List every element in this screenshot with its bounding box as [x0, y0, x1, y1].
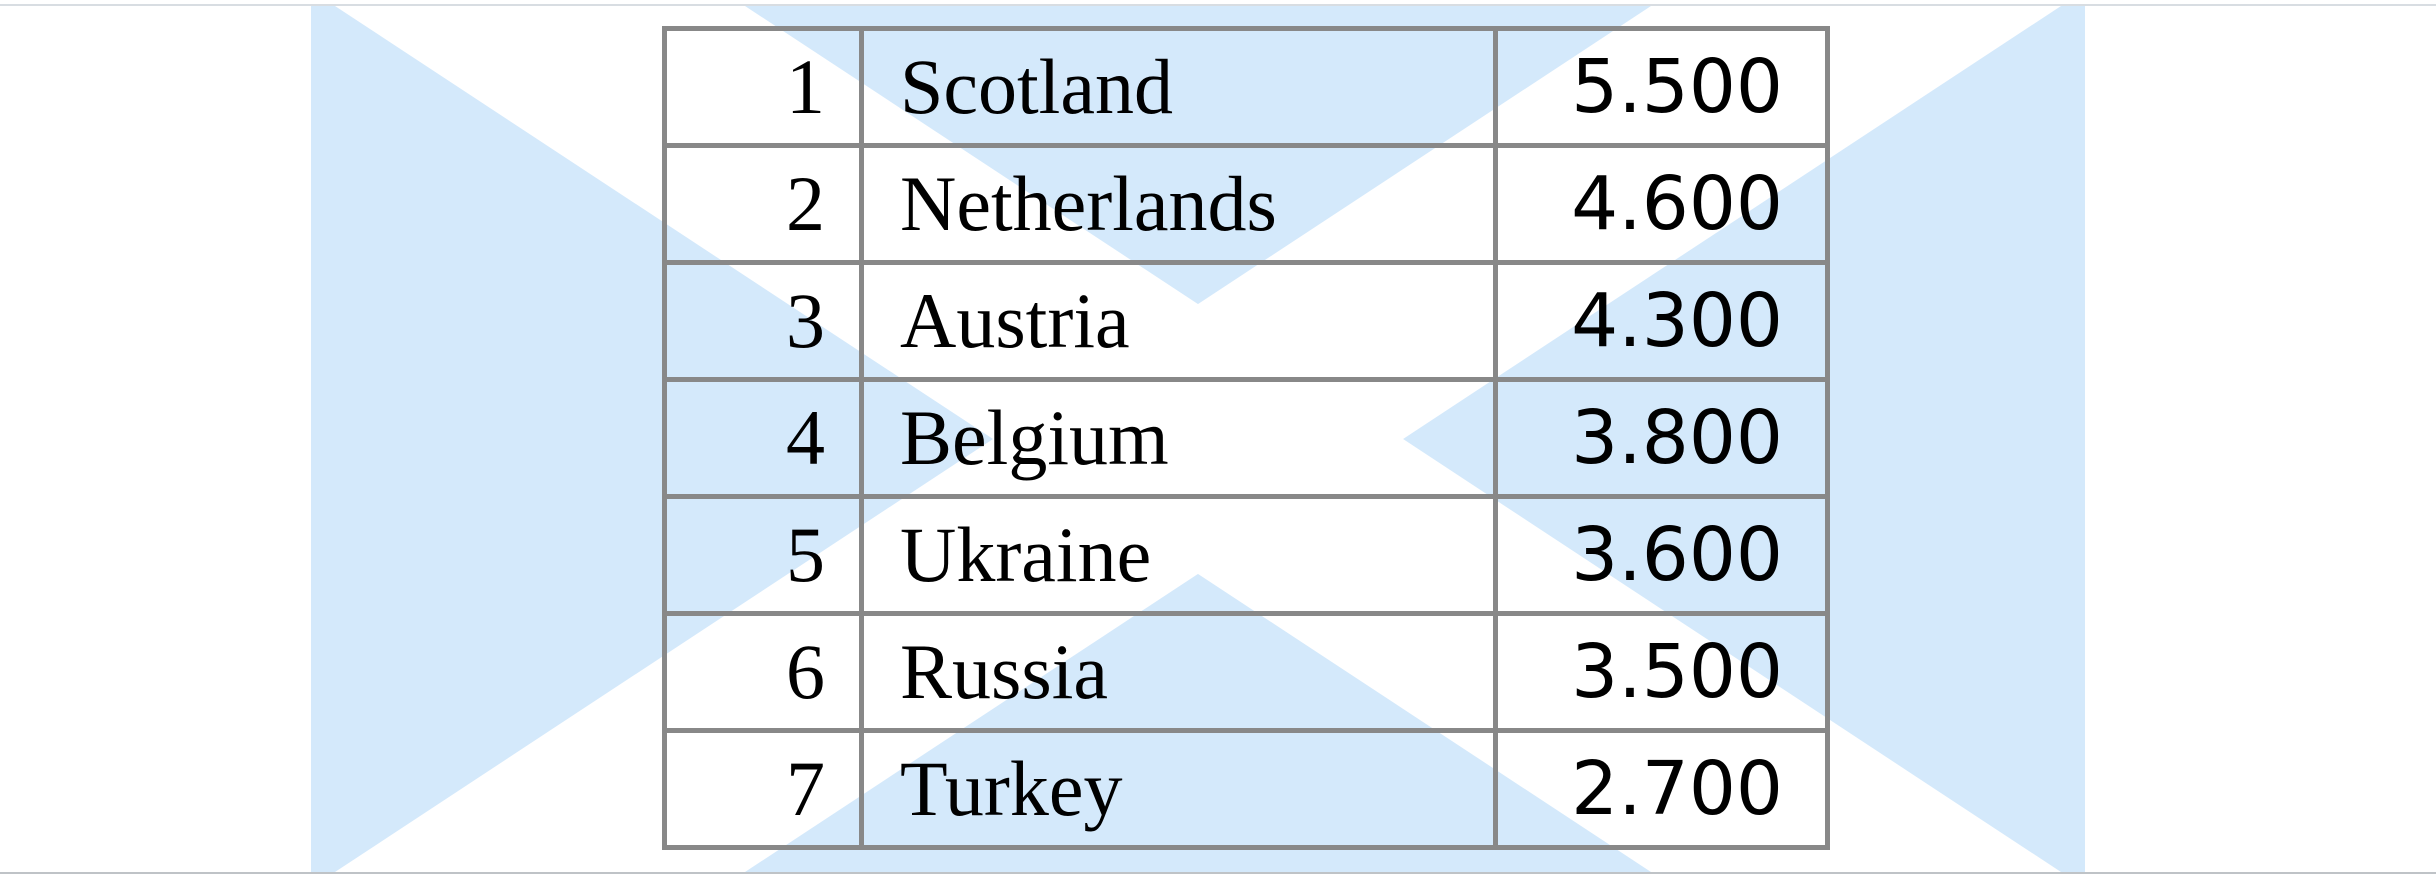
rank-cell: 7 [662, 728, 864, 850]
country-cell: Netherlands [859, 143, 1498, 265]
rank-cell: 3 [662, 260, 864, 382]
table-row: 5 Ukraine 3.600 [662, 494, 1830, 616]
rank-cell: 4 [662, 377, 864, 499]
table-row: 2 Netherlands 4.600 [662, 143, 1830, 265]
country-cell: Russia [859, 611, 1498, 733]
country-cell: Austria [859, 260, 1498, 382]
country-cell: Ukraine [859, 494, 1498, 616]
table-row: 4 Belgium 3.800 [662, 377, 1830, 499]
top-divider [0, 4, 2436, 6]
table-row: 3 Austria 4.300 [662, 260, 1830, 382]
rank-cell: 1 [662, 26, 864, 148]
table-row: 7 Turkey 2.700 [662, 728, 1830, 850]
country-cell: Scotland [859, 26, 1498, 148]
bottom-divider [0, 872, 2436, 874]
value-cell: 4.300 [1493, 260, 1830, 382]
rank-cell: 2 [662, 143, 864, 265]
table-row: 1 Scotland 5.500 [662, 26, 1830, 148]
rank-cell: 5 [662, 494, 864, 616]
table-row: 6 Russia 3.500 [662, 611, 1830, 733]
value-cell: 4.600 [1493, 143, 1830, 265]
value-cell: 3.600 [1493, 494, 1830, 616]
value-cell: 5.500 [1493, 26, 1830, 148]
country-cell: Turkey [859, 728, 1498, 850]
value-cell: 2.700 [1493, 728, 1830, 850]
ranking-table: 1 Scotland 5.500 2 Netherlands 4.600 3 Austria 4… [662, 26, 1830, 850]
country-cell: Belgium [859, 377, 1498, 499]
value-cell: 3.500 [1493, 611, 1830, 733]
value-cell: 3.800 [1493, 377, 1830, 499]
rank-cell: 6 [662, 611, 864, 733]
